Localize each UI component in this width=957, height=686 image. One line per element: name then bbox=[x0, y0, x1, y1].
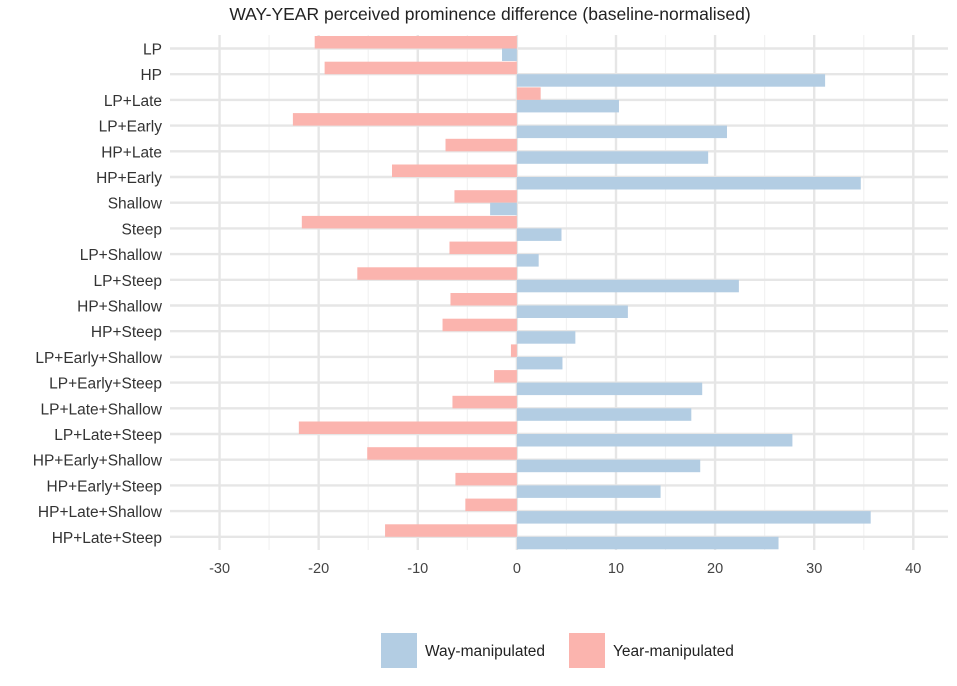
legend: Way-manipulated Year-manipulated bbox=[381, 633, 734, 668]
y-tick-label: HP+Late bbox=[101, 144, 162, 161]
y-tick-label: HP+Shallow bbox=[77, 299, 163, 316]
y-tick-label: LP+Steep bbox=[93, 273, 162, 290]
bar-way-manipulated bbox=[516, 279, 739, 293]
x-tick-label: 30 bbox=[806, 561, 822, 577]
y-tick-label: HP+Steep bbox=[91, 324, 162, 341]
bar-year-manipulated bbox=[465, 498, 517, 512]
bar-year-manipulated bbox=[324, 61, 517, 75]
y-tick-label: HP+Early+Steep bbox=[47, 478, 162, 495]
y-tick-label: HP bbox=[140, 67, 162, 84]
y-tick-label: LP+Late+Steep bbox=[54, 427, 162, 444]
bar-way-manipulated bbox=[516, 485, 661, 498]
bar-way-manipulated bbox=[516, 125, 727, 139]
y-tick-label: LP bbox=[143, 42, 162, 59]
labels-layer: LP HP LP+Late LP+Early HP+Late HP+Early Shallo… bbox=[33, 42, 922, 578]
chart-title: WAY-YEAR perceived prominence difference… bbox=[229, 4, 750, 24]
bar-year-manipulated bbox=[452, 395, 517, 409]
bar-way-manipulated bbox=[490, 202, 517, 216]
bar-way-manipulated bbox=[516, 228, 562, 241]
bar-year-manipulated bbox=[357, 267, 517, 280]
y-tick-label: HP+Late+Shallow bbox=[38, 504, 163, 521]
legend-item-way-manipulated: Way-manipulated bbox=[381, 633, 545, 668]
bar-way-manipulated bbox=[516, 74, 826, 87]
bar-year-manipulated bbox=[445, 138, 517, 152]
bar-year-manipulated bbox=[442, 318, 517, 332]
bar-way-manipulated bbox=[516, 434, 793, 447]
bar-year-manipulated bbox=[385, 524, 517, 537]
bar-year-manipulated bbox=[301, 215, 517, 229]
y-tick-label: HP+Late+Steep bbox=[52, 530, 162, 547]
bar-year-manipulated bbox=[450, 293, 517, 306]
y-tick-label: Steep bbox=[121, 221, 162, 238]
bar-year-manipulated bbox=[455, 472, 517, 486]
x-tick-label: 20 bbox=[707, 561, 723, 577]
bar-way-manipulated bbox=[502, 48, 517, 61]
bar-way-manipulated bbox=[516, 511, 871, 524]
legend-swatch bbox=[569, 633, 605, 668]
bar-way-manipulated bbox=[516, 356, 563, 370]
y-tick-label: LP+Late+Shallow bbox=[40, 401, 162, 418]
x-tick-label: -10 bbox=[407, 561, 428, 577]
bar-way-manipulated bbox=[516, 536, 779, 550]
bar-year-manipulated bbox=[392, 164, 517, 177]
x-tick-label: -20 bbox=[308, 561, 329, 577]
bar-way-manipulated bbox=[516, 177, 861, 190]
bar-way-manipulated bbox=[516, 151, 709, 164]
legend-label: Year-manipulated bbox=[613, 643, 734, 660]
y-tick-label: LP+Early+Shallow bbox=[35, 350, 162, 367]
bar-year-manipulated bbox=[510, 344, 517, 357]
y-tick-label: LP+Early bbox=[99, 119, 163, 136]
bar-year-manipulated bbox=[516, 87, 541, 100]
x-tick-label: 40 bbox=[905, 561, 921, 577]
bar-way-manipulated bbox=[516, 331, 576, 344]
bar-year-manipulated bbox=[314, 36, 517, 49]
y-tick-label: LP+Shallow bbox=[80, 247, 163, 264]
bar-way-manipulated bbox=[516, 459, 701, 473]
bar-year-manipulated bbox=[454, 190, 517, 203]
bar-year-manipulated bbox=[292, 113, 517, 126]
x-tick-label: 10 bbox=[608, 561, 624, 577]
bar-year-manipulated bbox=[449, 241, 517, 255]
y-tick-label: HP+Early+Shallow bbox=[33, 453, 163, 470]
x-tick-label: 0 bbox=[513, 561, 521, 577]
bar-year-manipulated bbox=[298, 421, 517, 434]
y-tick-label: HP+Early bbox=[96, 170, 162, 187]
x-tick-label: -30 bbox=[209, 561, 230, 577]
bar-year-manipulated bbox=[494, 370, 517, 383]
bar-way-manipulated bbox=[516, 99, 619, 113]
bar-way-manipulated bbox=[516, 305, 628, 318]
y-tick-label: LP+Late bbox=[104, 93, 162, 110]
legend-label: Way-manipulated bbox=[425, 643, 545, 660]
bars-layer bbox=[292, 36, 871, 550]
legend-swatch bbox=[381, 633, 417, 668]
y-tick-label: Shallow bbox=[108, 196, 163, 213]
bar-way-manipulated bbox=[516, 408, 692, 421]
bar-year-manipulated bbox=[367, 447, 517, 460]
y-tick-label: LP+Early+Steep bbox=[49, 376, 162, 393]
bar-way-manipulated bbox=[516, 254, 539, 267]
bar-way-manipulated bbox=[516, 382, 703, 396]
legend-item-year-manipulated: Year-manipulated bbox=[569, 633, 734, 668]
